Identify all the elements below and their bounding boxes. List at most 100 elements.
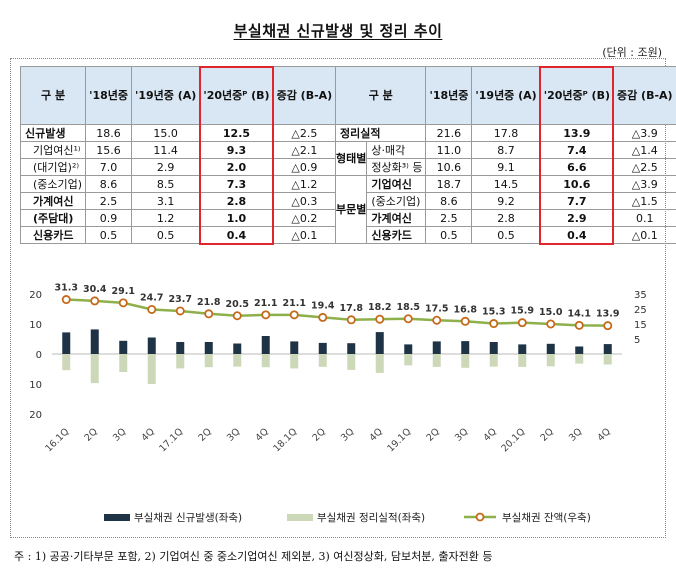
cell-value: 15.6 bbox=[85, 141, 132, 159]
legend-label-new-issuance: 부실채권 신규발생(좌축) bbox=[134, 512, 242, 524]
x-tick-label: 2Q bbox=[425, 426, 442, 443]
point-balance bbox=[175, 306, 185, 316]
point-balance bbox=[61, 295, 71, 305]
table-row: 가계여신 2.5 3.1 2.8 △0.3 bbox=[19, 192, 337, 210]
cell-value: △0.1 bbox=[272, 226, 337, 244]
row-label: 상·매각 bbox=[366, 141, 427, 159]
data-label-balance: 15.3 bbox=[482, 307, 505, 318]
data-label-balance: 31.3 bbox=[55, 283, 78, 294]
bar-disposal bbox=[261, 354, 270, 368]
cell-value: 9.1 bbox=[471, 158, 541, 176]
cell-value: 7.7 bbox=[539, 192, 614, 210]
point-balance bbox=[460, 316, 470, 326]
left-axis-tick: 10 bbox=[29, 380, 42, 391]
cell-value: △1.5 bbox=[612, 192, 676, 210]
row-label: 정리실적 bbox=[334, 124, 427, 142]
table-row: 부문별 기업여신 18.7 14.5 10.6 △3.9 bbox=[334, 175, 676, 244]
table-row: (대기업)²⁾ 7.0 2.9 2.0 △0.9 bbox=[19, 158, 337, 176]
cell-value: △2.5 bbox=[272, 124, 337, 142]
header-2018: '18년중 bbox=[425, 66, 473, 125]
header-change: 증감 (B-A) bbox=[272, 66, 337, 125]
x-tick-label: 17.1Q bbox=[157, 426, 185, 454]
cell-value: 0.9 bbox=[85, 209, 132, 227]
bar-disposal bbox=[204, 354, 213, 368]
point-balance bbox=[603, 321, 613, 331]
point-balance bbox=[318, 312, 328, 322]
bar-disposal bbox=[147, 354, 156, 384]
bar-disposal bbox=[176, 354, 185, 369]
bar-new-issuance bbox=[603, 344, 612, 354]
cell-value: 1.0 bbox=[199, 209, 274, 227]
group-label: 부문별 bbox=[334, 175, 368, 244]
cell-value: 2.5 bbox=[425, 209, 473, 227]
cell-value: 10.6 bbox=[425, 158, 473, 176]
cell-value: △3.9 bbox=[612, 124, 676, 142]
bar-new-issuance bbox=[90, 329, 99, 354]
data-label-balance: 18.5 bbox=[397, 302, 420, 313]
data-label-balance: 13.9 bbox=[596, 309, 619, 320]
row-label: (중소기업) bbox=[366, 192, 427, 210]
chart-legend: 부실채권 신규발생(좌축) 부실채권 정리실적(좌축) 부실채권 잔액(우축) bbox=[104, 512, 591, 524]
table-row: 정리실적 21.6 17.8 13.9 △3.9 bbox=[334, 124, 676, 142]
cell-value: 18.7 bbox=[425, 175, 473, 193]
row-label: 기업여신¹⁾ bbox=[19, 141, 87, 159]
row-label: 신용카드 bbox=[19, 226, 87, 244]
table-row: 신용카드 0.5 0.5 0.4 △0.1 bbox=[336, 226, 676, 244]
bar-new-issuance bbox=[575, 346, 584, 354]
row-label: 정상화³⁾ 등 bbox=[366, 158, 427, 176]
point-balance bbox=[204, 309, 214, 319]
point-balance bbox=[403, 314, 413, 324]
x-tick-label: 3Q bbox=[453, 426, 470, 443]
x-tick-label: 3Q bbox=[567, 426, 584, 443]
cell-value: △0.9 bbox=[272, 158, 337, 176]
row-label: (대기업)²⁾ bbox=[19, 158, 87, 176]
bar-new-issuance bbox=[176, 342, 185, 354]
data-label-balance: 17.8 bbox=[340, 303, 364, 314]
x-tick-label: 19.1Q bbox=[385, 426, 413, 454]
data-label-balance: 17.5 bbox=[425, 303, 448, 314]
legend-swatch-disposal bbox=[287, 514, 313, 521]
cell-value: △2.1 bbox=[272, 141, 337, 159]
bar-new-issuance bbox=[518, 344, 527, 354]
new-issuance-table: 구 분 '18년중 '19년중 (A) '20년중ᴾ (B) 증감 (B-A) … bbox=[19, 66, 337, 244]
point-balance bbox=[517, 318, 527, 328]
table-row: 가계여신 2.5 2.8 2.9 0.1 bbox=[336, 209, 676, 227]
bar-disposal bbox=[290, 354, 299, 369]
bar-disposal bbox=[404, 354, 413, 366]
right-axis-tick: 5 bbox=[634, 335, 640, 346]
x-tick-label: 16.1Q bbox=[43, 426, 71, 454]
data-label-balance: 29.1 bbox=[112, 286, 135, 297]
cell-value: 13.9 bbox=[539, 124, 614, 142]
cell-value: 1.2 bbox=[130, 209, 201, 227]
cell-value: 0.4 bbox=[199, 226, 274, 244]
data-label-balance: 16.8 bbox=[454, 304, 478, 315]
bar-disposal bbox=[119, 354, 128, 372]
bar-disposal bbox=[461, 354, 470, 368]
legend-label-disposal: 부실채권 정리실적(좌축) bbox=[317, 512, 425, 524]
point-balance bbox=[574, 320, 584, 330]
legend-swatch-new-issuance bbox=[104, 514, 130, 521]
x-tick-label: 2Q bbox=[197, 426, 214, 443]
table-row: (중소기업) 8.6 8.5 7.3 △1.2 bbox=[19, 175, 337, 193]
header-2019: '19년중 (A) bbox=[471, 66, 541, 125]
table-row: (주담대) 0.9 1.2 1.0 △0.2 bbox=[19, 209, 337, 227]
data-label-balance: 20.5 bbox=[226, 299, 249, 310]
bar-new-issuance bbox=[62, 332, 71, 354]
cell-value: 18.6 bbox=[85, 124, 132, 142]
data-label-balance: 23.7 bbox=[169, 294, 192, 305]
cell-value: 9.3 bbox=[199, 141, 274, 159]
bar-disposal bbox=[90, 354, 99, 384]
cell-value: △3.9 bbox=[612, 175, 676, 193]
cell-value: 2.9 bbox=[539, 209, 614, 227]
point-balance bbox=[147, 304, 157, 314]
x-tick-label: 2Q bbox=[539, 426, 556, 443]
point-balance bbox=[232, 311, 242, 321]
bar-disposal bbox=[347, 354, 356, 370]
cell-value: 2.5 bbox=[85, 192, 132, 210]
x-tick-label: 4Q bbox=[254, 426, 271, 443]
group-label: 형태별 bbox=[334, 141, 368, 176]
header-2020: '20년중ᴾ (B) bbox=[539, 66, 614, 125]
bar-new-issuance bbox=[546, 343, 555, 354]
cell-value: 0.5 bbox=[85, 226, 132, 244]
bar-new-issuance bbox=[290, 341, 299, 354]
